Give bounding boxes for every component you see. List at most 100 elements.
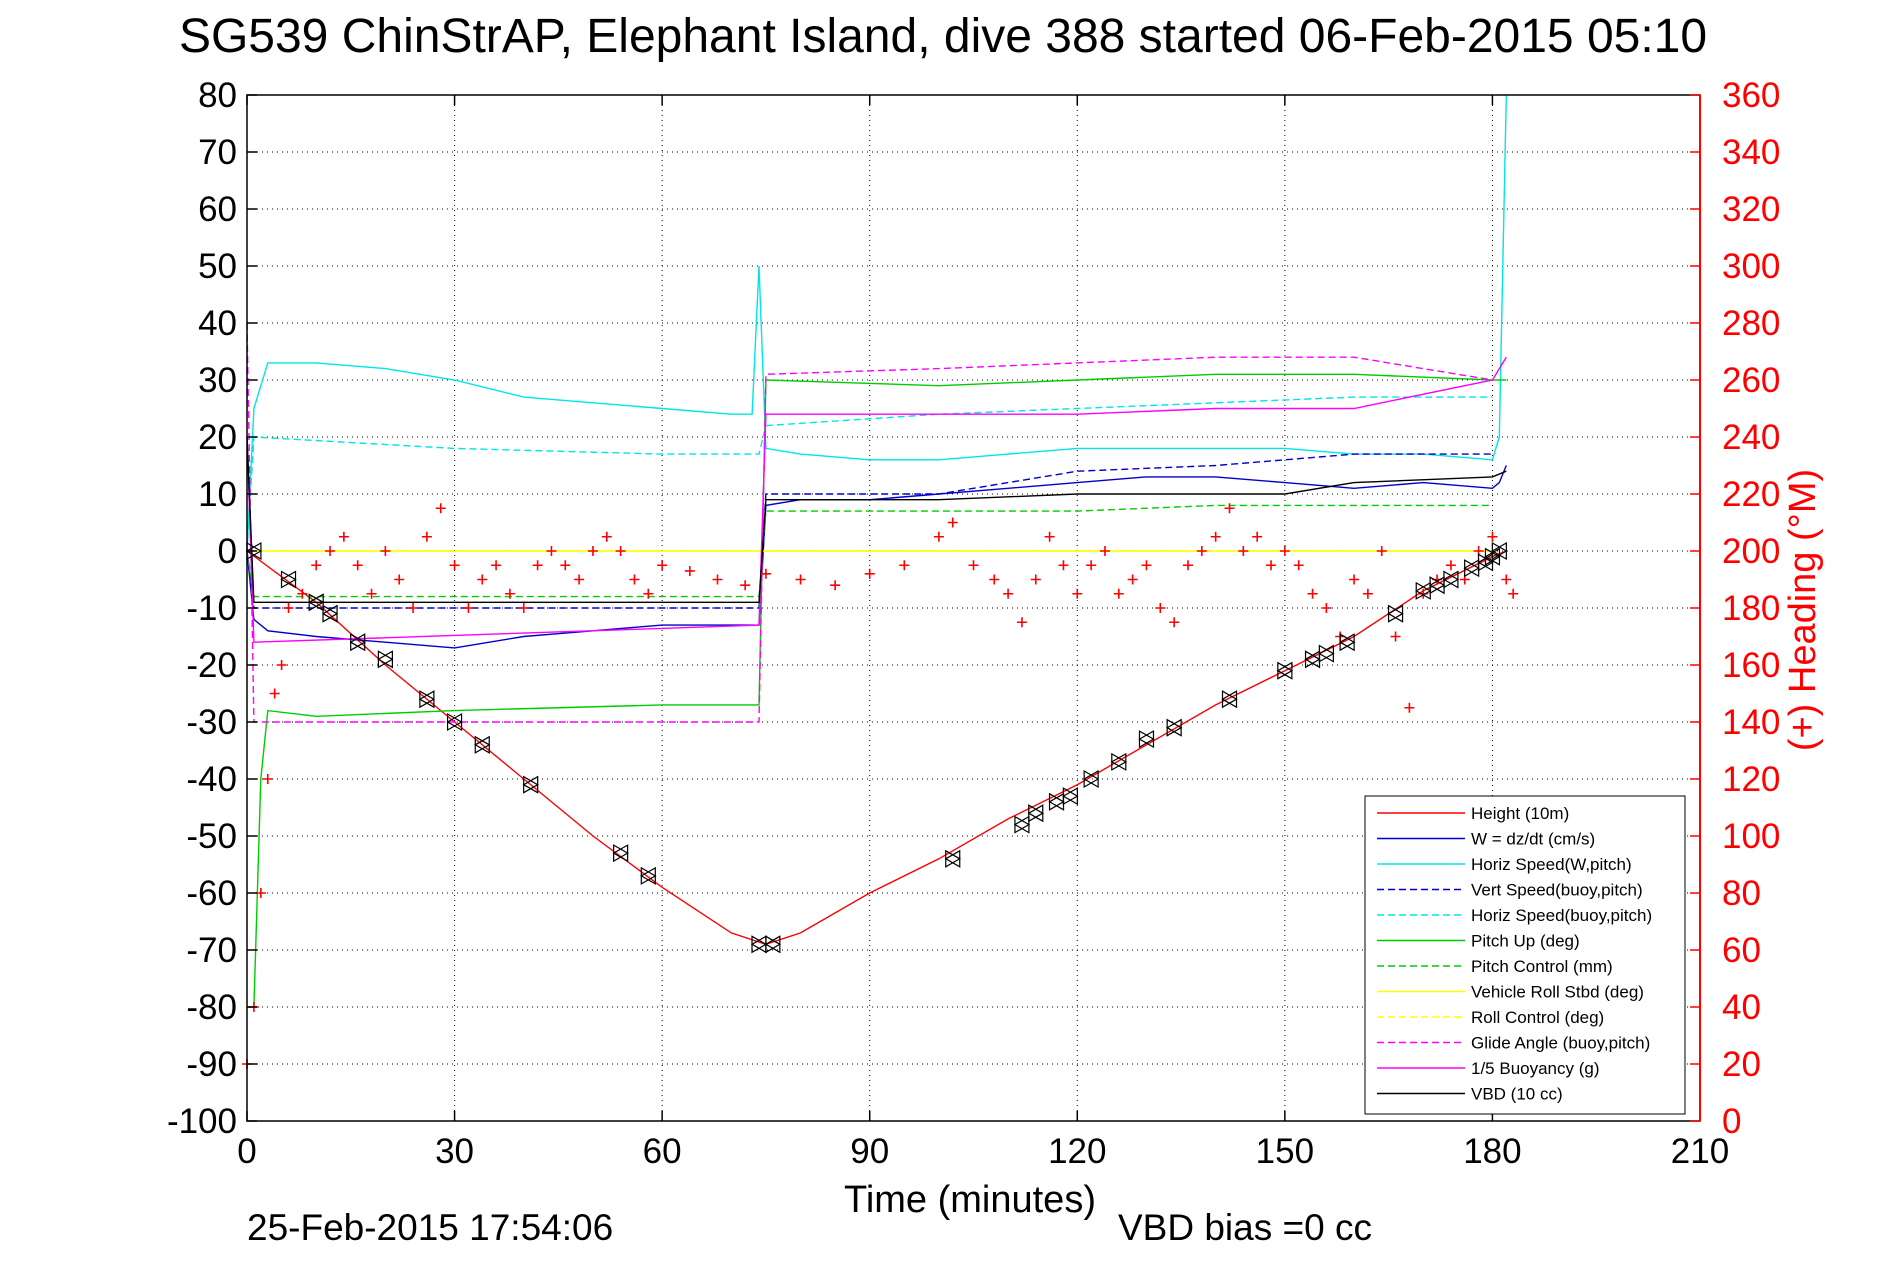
triangle-marker — [944, 849, 961, 868]
y-tick-label: -100 — [167, 1102, 237, 1141]
heading-point — [1058, 560, 1069, 571]
y2-tick-label: 160 — [1722, 646, 1780, 685]
y-tick-label: -20 — [186, 646, 237, 685]
y2-tick-label: 340 — [1722, 133, 1780, 172]
heading-point — [1169, 617, 1180, 628]
triangle-marker — [1110, 752, 1127, 771]
heading-point — [1418, 588, 1429, 599]
heading-point — [1127, 574, 1138, 585]
heading-point — [1196, 546, 1207, 556]
triangle-marker — [245, 541, 262, 561]
y-tick-label: 50 — [198, 247, 237, 286]
triangle-marker — [1062, 787, 1078, 806]
heading-markers — [242, 503, 1519, 1069]
heading-point — [560, 560, 571, 571]
y-tick-label: 30 — [198, 361, 237, 400]
triangle-marker — [522, 775, 539, 794]
heading-point — [1072, 588, 1083, 599]
y2-tick-label: 220 — [1722, 475, 1780, 514]
heading-point — [947, 517, 958, 528]
heading-point — [1086, 560, 1097, 571]
series-line-3 — [246, 453, 1493, 609]
heading-point — [574, 574, 585, 585]
triangle-marker — [349, 633, 366, 652]
triangle-marker — [1338, 633, 1355, 652]
heading-point — [657, 560, 668, 571]
y-tick-label: 80 — [198, 76, 237, 115]
triangle-marker — [1221, 690, 1238, 709]
x-tick-label: 90 — [850, 1132, 889, 1171]
triangle-marker — [1165, 718, 1182, 737]
heading-point — [1016, 617, 1027, 628]
y2-tick-label: 0 — [1722, 1102, 1741, 1141]
y2-tick-label: 300 — [1722, 247, 1780, 286]
triangle-marker — [1082, 769, 1099, 789]
heading-point — [463, 603, 474, 613]
y-tick-label: 20 — [198, 418, 237, 457]
triangle-marker — [1276, 661, 1293, 680]
heading-point — [1487, 531, 1498, 542]
x-tick-label: 120 — [1048, 1132, 1106, 1171]
legend-label: Pitch Up (deg) — [1471, 932, 1580, 951]
triangle-marker — [1491, 541, 1507, 561]
y-tick-label: -40 — [186, 760, 237, 799]
y2-tick-label: 100 — [1722, 817, 1780, 856]
heading-point — [1501, 574, 1512, 585]
legend-label: Pitch Control (mm) — [1471, 957, 1613, 976]
heading-point — [684, 565, 695, 576]
legend-label: W = dz/dt (cm/s) — [1471, 830, 1595, 849]
y-tick-label: -50 — [186, 817, 237, 856]
heading-point — [740, 580, 751, 591]
triangle-marker — [764, 935, 781, 954]
heading-point — [830, 580, 841, 591]
x-tick-label: 150 — [1256, 1132, 1314, 1171]
heading-point — [1293, 560, 1304, 571]
y2-tick-label: 360 — [1722, 76, 1780, 115]
heading-point — [283, 603, 294, 613]
heading-point — [629, 574, 640, 585]
y-tick-label: -70 — [186, 931, 237, 970]
triangle-marker — [418, 690, 435, 709]
heading-point — [435, 503, 446, 514]
heading-point — [989, 574, 1000, 585]
heading-point — [1141, 560, 1152, 571]
legend-label: Glide Angle (buoy,pitch) — [1471, 1034, 1650, 1053]
heading-point — [380, 546, 391, 556]
legend-label: VBD (10 cc) — [1471, 1085, 1563, 1104]
y2-tick-label: 80 — [1722, 874, 1761, 913]
y-tick-label: 60 — [198, 190, 237, 229]
legend-label: Horiz Speed(buoy,pitch) — [1471, 906, 1652, 925]
heading-point — [421, 531, 432, 542]
series-line-2 — [246, 94, 1507, 552]
heading-point — [1307, 588, 1318, 599]
y-tick-label: 40 — [198, 304, 237, 343]
legend-label: Vehicle Roll Stbd (deg) — [1471, 983, 1644, 1002]
heading-point — [1182, 560, 1193, 571]
y2-tick-label: 20 — [1722, 1045, 1761, 1084]
y-tick-label: -60 — [186, 874, 237, 913]
triangle-marker — [474, 735, 490, 754]
heading-point — [352, 560, 363, 571]
x-axis-title: Time (minutes) — [844, 1179, 1096, 1221]
heading-point — [518, 603, 529, 613]
heading-point — [1349, 574, 1360, 585]
series-line-6 — [246, 504, 1493, 598]
heading-point — [325, 546, 336, 556]
heading-point — [760, 568, 771, 579]
heading-point — [1030, 574, 1041, 585]
y2-tick-label: 280 — [1722, 304, 1780, 343]
heading-point — [1362, 588, 1373, 599]
legend-label: Height (10m) — [1471, 804, 1569, 823]
heading-point — [1445, 560, 1456, 571]
heading-point — [1321, 603, 1332, 613]
heading-point — [899, 560, 910, 571]
triangle-marker — [1138, 730, 1155, 749]
heading-point — [1099, 546, 1110, 556]
heading-point — [311, 560, 322, 571]
series-line-5 — [247, 373, 1507, 1008]
triangle-marker — [1027, 804, 1044, 823]
heading-point — [269, 688, 280, 699]
heading-point — [408, 603, 419, 613]
heading-point — [795, 574, 806, 585]
footer-timestamp: 25-Feb-2015 17:54:06 — [247, 1207, 613, 1248]
